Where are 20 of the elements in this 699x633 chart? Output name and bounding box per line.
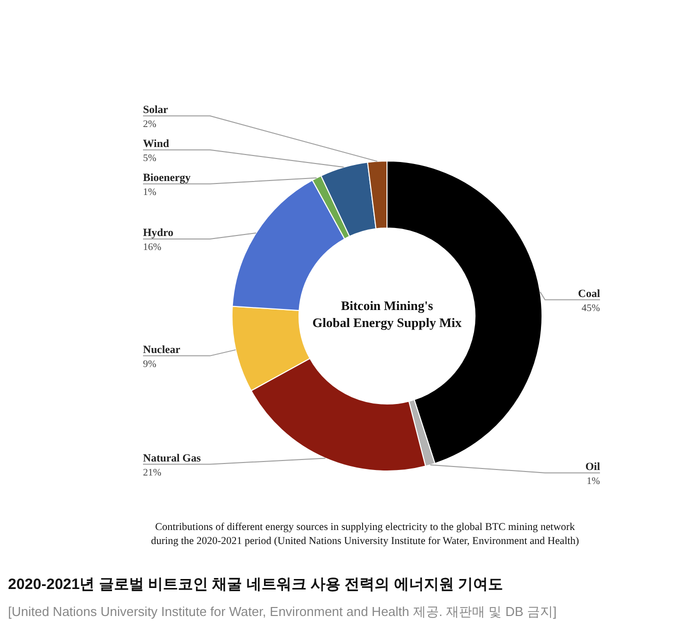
- data-label: 2%: [143, 118, 156, 130]
- slice-label: Bioenergy: [143, 172, 192, 184]
- data-label: 9%: [143, 358, 156, 370]
- data-label: 16%: [143, 242, 162, 253]
- text: Contributions of different energy sources in supplying electricity to the global BTC mining network during the 2020-2021 period (United Nations University Institute for Water, Environment and Health): [150, 522, 580, 547]
- text: 2020-2021년 글로벌 비트코인 채굴 네트워크 사용 전력의 에너지원 기여도: [8, 576, 504, 593]
- slice-label: Natural Gas: [143, 452, 202, 464]
- data-label: 45%: [582, 302, 600, 314]
- text: Bitcoin Mining's Global Energy Supply Mix: [312, 298, 462, 330]
- slice-label: Oil: [585, 460, 600, 473]
- slice-label: Nuclear: [143, 344, 180, 356]
- slice-label: Wind: [143, 138, 170, 150]
- data-label: 1%: [143, 186, 156, 198]
- data-label: 1%: [586, 476, 600, 487]
- data-label: 5%: [143, 152, 156, 164]
- slice-label: Solar: [143, 104, 168, 116]
- slice-label: Hydro: [143, 226, 174, 239]
- slice-label: Coal: [578, 288, 600, 300]
- data-label: 21%: [143, 467, 162, 478]
- text: [United Nations University Institute for Water, Environment and Health 제공. 재판매 및 DB 금지]: [8, 604, 557, 619]
